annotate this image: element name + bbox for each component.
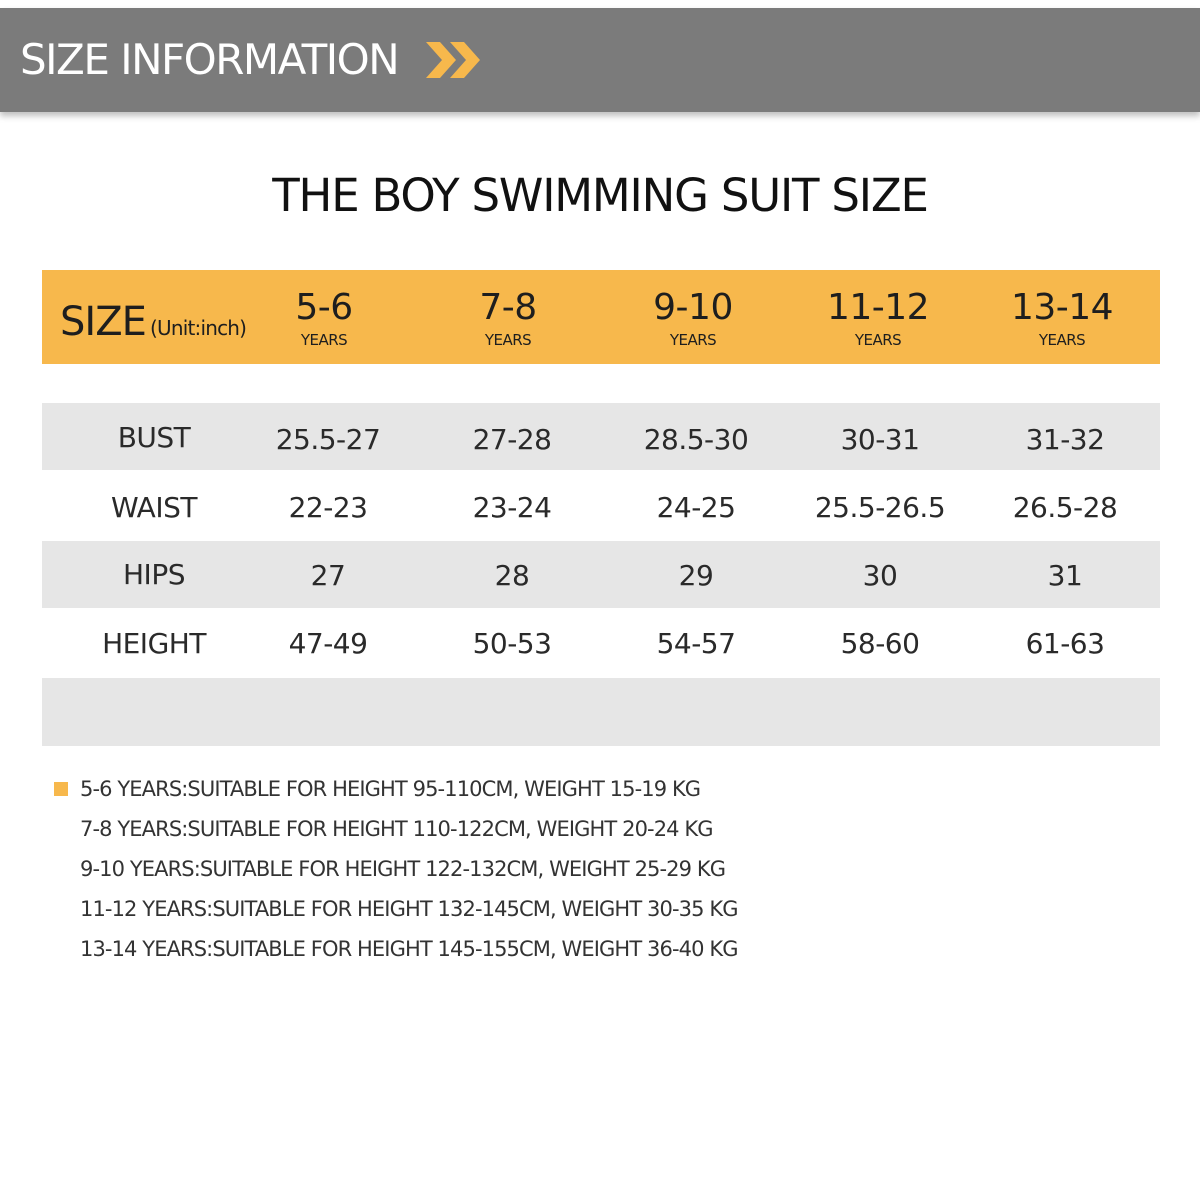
note-line: 9-10 YEARS:SUITABLE FOR HEIGHT 122-132CM… — [80, 857, 726, 881]
table-cell: 61-63 — [1025, 627, 1105, 660]
table-cell: 23-24 — [472, 491, 552, 524]
column-unit: YEARS — [300, 331, 348, 349]
column-header-11-12: 11-12 YEARS — [798, 288, 958, 350]
column-unit: YEARS — [669, 331, 717, 349]
column-unit: YEARS — [484, 331, 532, 349]
table-cell: 28 — [494, 559, 530, 592]
column-range: 11-12 — [826, 287, 930, 328]
note-line: 11-12 YEARS:SUITABLE FOR HEIGHT 132-145C… — [80, 897, 738, 921]
column-range: 7-8 — [479, 287, 537, 328]
table-cell: 30-31 — [840, 423, 920, 456]
banner-title: SIZE INFORMATION — [20, 35, 400, 84]
note-line: 13-14 YEARS:SUITABLE FOR HEIGHT 145-155C… — [80, 937, 738, 961]
table-cell: 47-49 — [288, 627, 368, 660]
table-row-stripe — [42, 541, 1160, 608]
table-cell: 58-60 — [840, 627, 920, 660]
table-header — [42, 270, 1160, 364]
column-header-9-10: 9-10 YEARS — [613, 288, 773, 350]
column-unit: YEARS — [854, 331, 902, 349]
column-range: 5-6 — [295, 287, 353, 328]
row-label: BUST — [117, 421, 191, 454]
table-cell: 27 — [310, 559, 346, 592]
table-cell: 27-28 — [472, 423, 552, 456]
note-bullet-square — [54, 782, 68, 796]
column-unit: YEARS — [1038, 331, 1086, 349]
column-range: 13-14 — [1010, 287, 1114, 328]
column-header-5-6: 5-6 YEARS — [244, 288, 404, 350]
table-cell: 25.5-27 — [275, 423, 381, 456]
size-header-label: SIZE — [60, 299, 147, 345]
column-header-13-14: 13-14 YEARS — [982, 288, 1142, 350]
table-cell: 24-25 — [656, 491, 736, 524]
table-cell: 25.5-26.5 — [814, 491, 946, 524]
table-cell: 26.5-28 — [1012, 491, 1118, 524]
column-header-7-8: 7-8 YEARS — [428, 288, 588, 350]
table-cell: 31-32 — [1025, 423, 1105, 456]
page-title: THE BOY SWIMMING SUIT SIZE — [272, 169, 929, 222]
table-cell: 22-23 — [288, 491, 368, 524]
row-label: WAIST — [111, 491, 197, 524]
size-header-unit: (Unit:inch) — [150, 316, 247, 340]
table-cell: 50-53 — [472, 627, 552, 660]
table-row-stripe — [42, 678, 1160, 746]
row-label: HIPS — [123, 558, 185, 591]
section-banner — [0, 8, 1200, 112]
table-row-stripe — [42, 403, 1160, 470]
table-cell: 30 — [862, 559, 898, 592]
table-cell: 28.5-30 — [643, 423, 749, 456]
table-cell: 54-57 — [656, 627, 736, 660]
note-line: 7-8 YEARS:SUITABLE FOR HEIGHT 110-122CM,… — [80, 817, 714, 841]
table-cell: 29 — [678, 559, 714, 592]
note-line: 5-6 YEARS:SUITABLE FOR HEIGHT 95-110CM, … — [80, 777, 701, 801]
table-cell: 31 — [1047, 559, 1083, 592]
column-range: 9-10 — [653, 287, 733, 328]
double-chevron-right-icon — [426, 42, 480, 78]
row-label: HEIGHT — [102, 627, 206, 660]
